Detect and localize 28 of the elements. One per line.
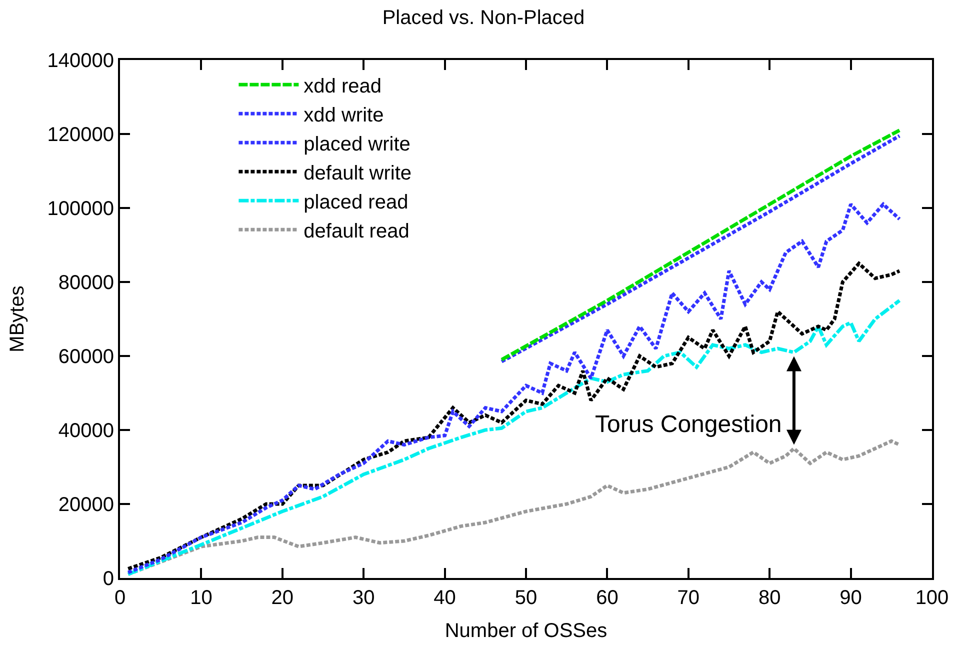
y-tick-label: 140000 (47, 50, 114, 72)
chart-title: Placed vs. Non-Placed (382, 6, 585, 29)
y-tick-label: 120000 (47, 124, 114, 146)
y-tick-label: 20000 (58, 494, 114, 516)
legend-label: placed read (304, 191, 408, 214)
legend-label: default write (304, 162, 412, 184)
x-tick-label: 70 (677, 587, 700, 609)
legend-label: placed write (304, 133, 410, 156)
annotation: Torus Congestion (595, 411, 782, 438)
x-tick-label: 50 (514, 587, 538, 609)
y-axis-title: MBytes (6, 286, 28, 352)
x-axis-title: Number of OSSes (444, 620, 608, 642)
x-tick-label: 90 (840, 587, 862, 609)
x-tick-label: 30 (352, 587, 375, 609)
x-tick-label: 10 (190, 587, 212, 609)
x-tick-label: 100 (915, 587, 949, 609)
legend-label: xdd write (304, 104, 384, 126)
legend-label: xdd read (304, 75, 382, 98)
x-tick-label: 60 (596, 587, 618, 609)
y-tick-label: 0 (102, 568, 114, 590)
x-tick-label: 40 (434, 587, 456, 609)
legend-label: default read (304, 220, 410, 242)
y-tick-label: 100000 (47, 198, 114, 220)
x-tick-label: 20 (271, 587, 294, 609)
x-tick-label: 80 (758, 587, 781, 609)
y-tick-label: 60000 (58, 346, 114, 368)
y-tick-label: 80000 (58, 272, 114, 294)
y-tick-label: 40000 (58, 420, 114, 442)
